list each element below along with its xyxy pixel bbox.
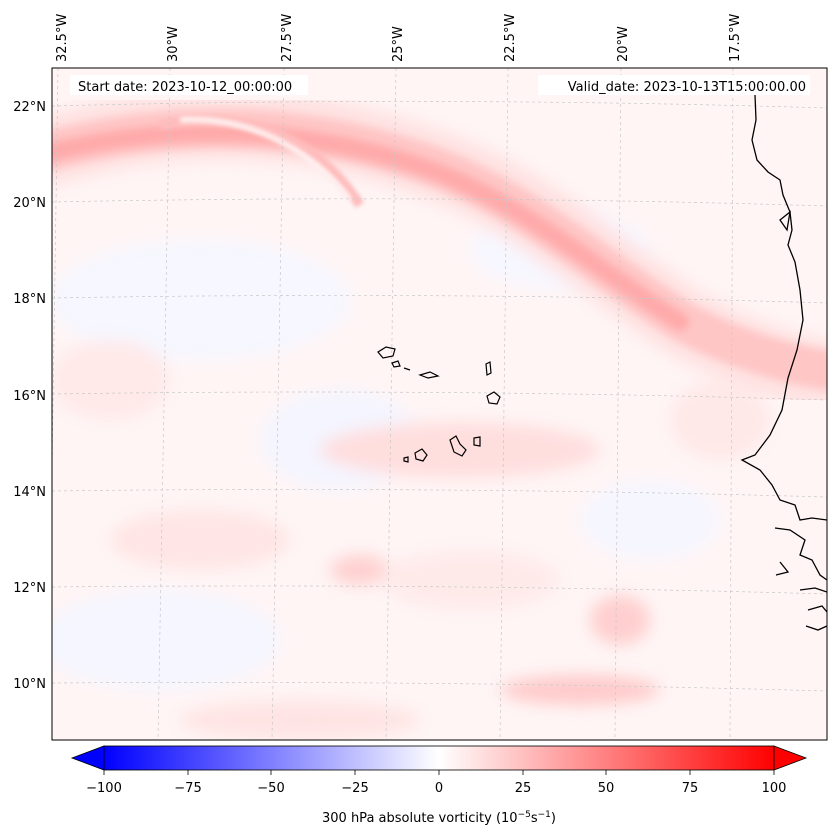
cb-tick-label: 0 bbox=[435, 781, 443, 796]
lon-label-22-5w: 22.5°W bbox=[503, 14, 518, 62]
island-sao-vicente bbox=[391, 360, 401, 368]
island-brava bbox=[403, 456, 409, 463]
island-sal bbox=[485, 361, 492, 376]
islands bbox=[377, 346, 501, 463]
graticule bbox=[52, 68, 827, 740]
cb-tick-label: −75 bbox=[174, 781, 201, 796]
cb-tick-label: −50 bbox=[257, 781, 284, 796]
lon-label-30w: 30°W bbox=[166, 26, 181, 62]
island-sao-nicolau bbox=[418, 371, 440, 379]
lon-label-17-5w: 17.5°W bbox=[728, 14, 743, 62]
colorbar-label: 300 hPa absolute vorticity (10−5s−1) bbox=[322, 810, 556, 826]
colorbar: −100 −75 −50 −25 0 25 50 75 100 300 hPa … bbox=[70, 745, 808, 826]
cb-tick-label: −25 bbox=[341, 781, 368, 796]
longitude-labels: 32.5°W 30°W 27.5°W 25°W 22.5°W 20°W 17.5… bbox=[55, 14, 743, 62]
cb-tick-label: 50 bbox=[598, 781, 615, 796]
island-maio bbox=[473, 436, 481, 447]
lat-label-20n: 20°N bbox=[13, 196, 46, 211]
island-santa-luzia bbox=[403, 367, 411, 371]
map-frame bbox=[51, 67, 828, 741]
island-boa-vista bbox=[486, 391, 501, 405]
vorticity-jet-band bbox=[52, 90, 827, 410]
map-panel: Start date: 2023-10-12_00:00:00 Valid_da… bbox=[13, 14, 828, 741]
colorbar-tick-labels: −100 −75 −50 −25 0 25 50 75 100 bbox=[86, 781, 786, 796]
lon-label-32-5w: 32.5°W bbox=[55, 14, 70, 62]
lon-label-25w: 25°W bbox=[391, 26, 406, 62]
colorbar-ticks bbox=[103, 770, 775, 775]
latitude-labels: 22°N 20°N 18°N 16°N 14°N 12°N 10°N bbox=[13, 100, 46, 692]
colorbar-min-extend bbox=[70, 745, 105, 771]
lon-label-27-5w: 27.5°W bbox=[280, 14, 295, 62]
colorbar-max-extend bbox=[773, 745, 808, 771]
lat-label-22n: 22°N bbox=[13, 100, 46, 115]
cb-tick-label: −100 bbox=[86, 781, 122, 796]
lat-label-16n: 16°N bbox=[13, 389, 46, 404]
lat-label-12n: 12°N bbox=[13, 581, 46, 596]
cb-tick-label: 100 bbox=[762, 781, 787, 796]
lat-label-18n: 18°N bbox=[13, 292, 46, 307]
island-fogo bbox=[414, 448, 428, 462]
start-date-box bbox=[70, 75, 308, 95]
valid-date-box bbox=[538, 75, 810, 95]
cb-tick-label: 25 bbox=[515, 781, 532, 796]
cb-tick-label: 75 bbox=[682, 781, 699, 796]
colorbar-gradient bbox=[103, 745, 775, 771]
lat-label-10n: 10°N bbox=[13, 677, 46, 692]
start-date-label: Start date: 2023-10-12_00:00:00 bbox=[78, 80, 292, 95]
lon-label-20w: 20°W bbox=[616, 26, 631, 62]
valid-date-label: Valid_date: 2023-10-13T15:00:00.00 bbox=[568, 80, 806, 95]
island-santo-antao bbox=[377, 346, 396, 359]
coastline bbox=[740, 94, 827, 631]
lat-label-14n: 14°N bbox=[13, 485, 46, 500]
island-santiago bbox=[449, 435, 467, 457]
